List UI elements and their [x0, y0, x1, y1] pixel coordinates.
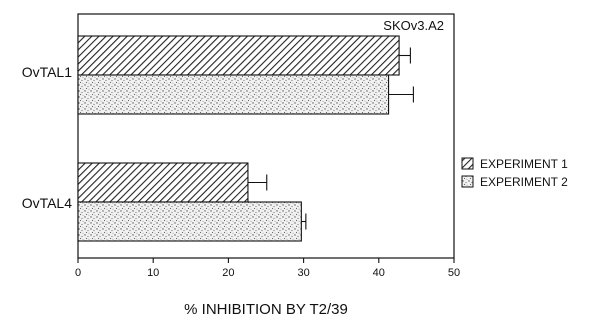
plot-frame — [77, 13, 455, 259]
x-tick-label-10: 10 — [147, 267, 159, 279]
legend: EXPERIMENT 1 EXPERIMENT 2 — [461, 157, 568, 189]
bar-ovtal1-exp2 — [77, 74, 390, 115]
category-label-ovtal4: OvTAL4 — [22, 195, 73, 211]
cell-line-annotation: SKOv3.A2 — [383, 18, 444, 33]
x-tick-label-50: 50 — [448, 267, 460, 279]
bar-ovtal4-exp2 — [77, 201, 302, 242]
x-tick-label-40: 40 — [373, 267, 385, 279]
bar-ovtal1-exp1 — [77, 35, 400, 76]
x-axis-title: % INHIBITION BY T2/39 — [184, 301, 348, 318]
bar-ovtal4-exp1 — [77, 162, 249, 203]
x-tick-label-0: 0 — [75, 267, 81, 279]
legend-swatch-experiment-1 — [461, 157, 474, 170]
category-label-ovtal1: OvTAL1 — [22, 64, 73, 80]
legend-swatch-experiment-2 — [461, 175, 474, 188]
x-tick-label-30: 30 — [297, 267, 309, 279]
legend-label-experiment-2: EXPERIMENT 2 — [480, 175, 568, 189]
x-tick-label-20: 20 — [222, 267, 234, 279]
legend-label-experiment-1: EXPERIMENT 1 — [480, 157, 568, 171]
